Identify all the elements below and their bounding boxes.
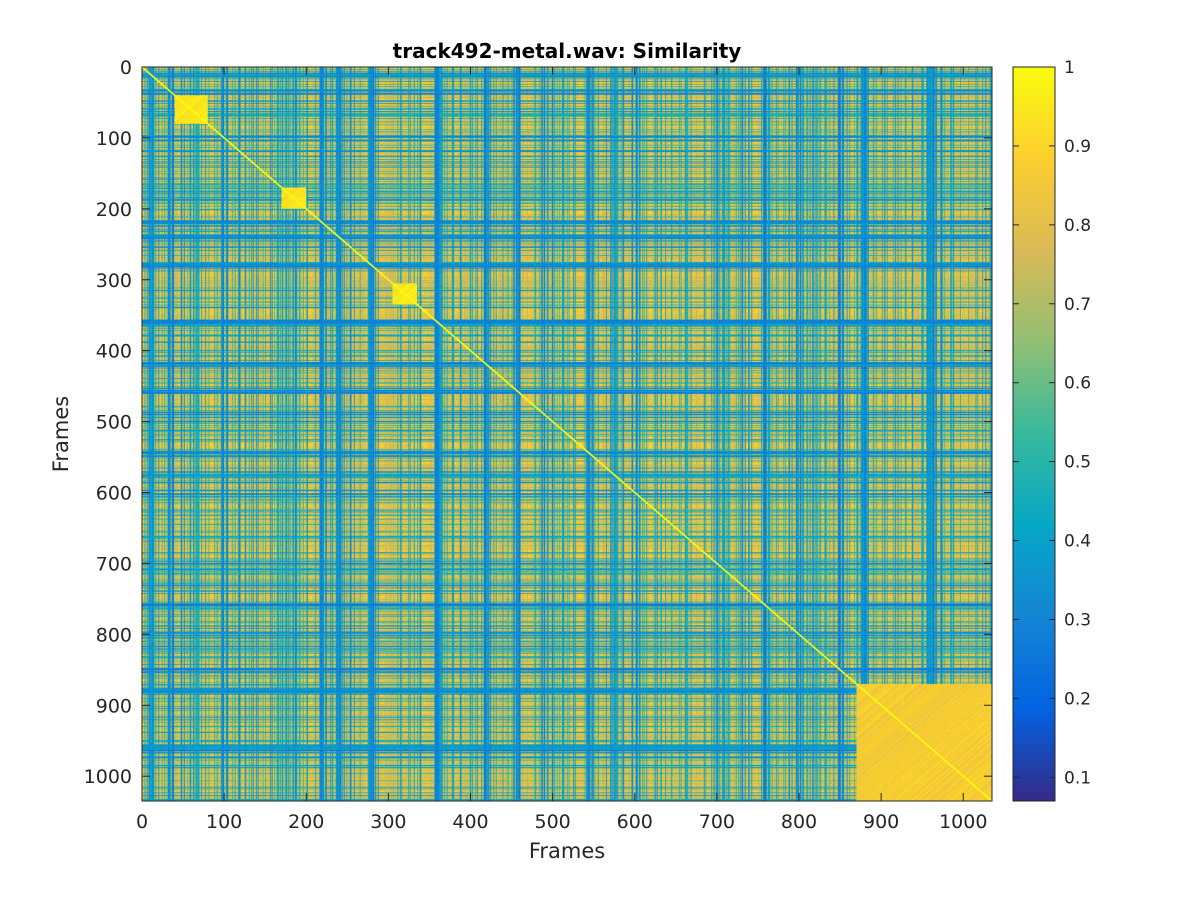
y-tick-label: 500 [96,412,132,434]
colorbar-tick-label: 0.9 [1064,137,1091,157]
y-tick-label: 400 [96,341,132,363]
y-tick-label: 200 [96,199,132,221]
y-tick-label: 0 [120,57,132,79]
x-tick-label: 300 [370,811,406,833]
colorbar-tick-label: 0.1 [1064,768,1091,788]
x-tick-label: 600 [617,811,653,833]
colorbar-tick-label: 0.7 [1064,295,1091,315]
colorbar-tick-label: 0.6 [1064,374,1091,394]
x-axis-label: Frames [529,839,605,863]
x-tick-label: 700 [699,811,735,833]
chart-title: track492-metal.wav: Similarity [393,39,742,63]
y-tick-label: 1000 [84,766,132,788]
colorbar-tick-label: 0.5 [1064,453,1091,473]
y-axis-ticks: 0 100 200 300 400 500 600 700 800 900 1000 [84,57,992,788]
y-tick-label: 800 [96,624,132,646]
x-tick-label: 900 [863,811,899,833]
y-tick-label: 700 [96,553,132,575]
x-tick-label: 200 [288,811,324,833]
colorbar-tick-label: 0.2 [1064,689,1091,709]
colorbar-tick-label: 0.8 [1064,216,1091,236]
x-tick-label: 800 [781,811,817,833]
x-axis-ticks: 0 100 200 300 400 500 600 700 800 900 1000 [136,67,987,833]
similarity-heatmap [142,67,992,801]
colorbar-tick-label: 0.4 [1064,532,1091,552]
colorbar-ticks: 0.1 0.2 0.3 0.4 0.5 0.6 0.7 0.8 0.9 1 [1013,58,1091,788]
y-axis-label: Frames [49,396,73,472]
x-tick-label: 400 [452,811,488,833]
x-tick-label: 1000 [939,811,987,833]
colorbar-tick-label: 1 [1064,58,1075,78]
x-tick-label: 0 [136,811,148,833]
colorbar [1012,66,1056,802]
colorbar-tick-label: 0.3 [1064,610,1091,630]
y-tick-label: 300 [96,270,132,292]
x-tick-label: 100 [206,811,242,833]
plot-axes-box [141,66,993,802]
y-tick-label: 100 [96,128,132,150]
y-tick-label: 900 [96,695,132,717]
x-tick-label: 500 [534,811,570,833]
y-tick-label: 600 [96,483,132,505]
